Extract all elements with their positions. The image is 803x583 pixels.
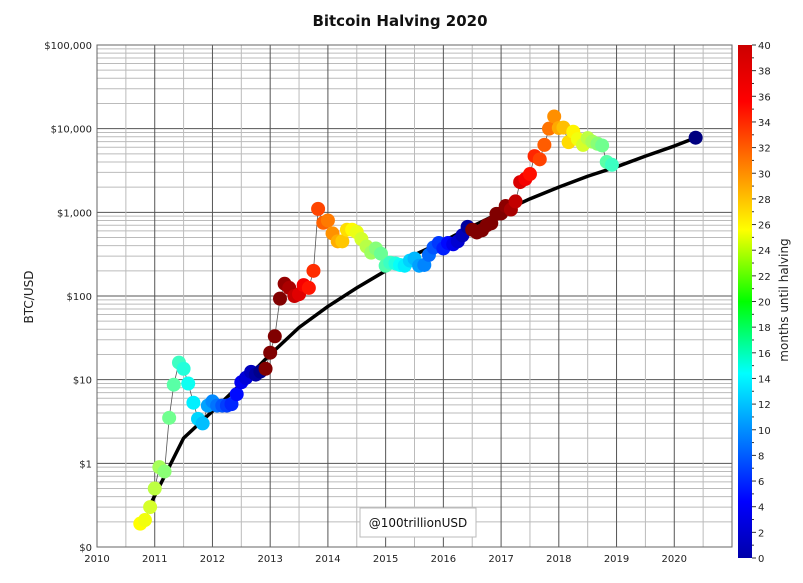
x-tick-label: 2013 [257,554,282,565]
price-point [374,246,389,261]
price-series [133,109,703,531]
x-tick-label: 2019 [604,554,629,565]
price-point [258,361,273,376]
watermark-text: @100trillionUSD [369,516,467,530]
colorbar-tick-label: 6 [758,477,764,488]
price-point [537,137,552,152]
price-point [532,152,547,167]
colorbar-tick-label: 40 [758,41,771,52]
colorbar-tick-label: 10 [758,426,771,437]
price-point [604,157,619,172]
y-tick-label: $10 [73,376,92,387]
price-point [267,329,282,344]
x-tick-label: 2012 [200,554,225,565]
price-point [522,167,537,182]
price-point [195,416,210,431]
x-tick-label: 2020 [662,554,687,565]
x-tick-label: 2014 [315,554,340,565]
price-point [547,109,562,124]
price-connector-line [140,115,613,524]
price-point [301,280,316,295]
axes: $0 $1 $10 $100 $1,000 $10,000 $100,000 2010 2011… [44,41,733,565]
colorbar-tick-label: 36 [758,92,771,103]
colorbar-gradient [738,45,752,558]
colorbar-tick-label: 22 [758,272,771,283]
y-tick-label: $1,000 [57,208,92,219]
price-point [688,130,703,145]
y-tick-label: $10,000 [51,125,92,136]
price-point [263,345,278,360]
colorbar-tick-label: 16 [758,349,771,360]
price-point [229,387,244,402]
colorbar-tick-label: 32 [758,144,771,155]
trend-line [150,135,698,504]
colorbar-tick-label: 14 [758,374,771,385]
x-tick-label: 2016 [431,554,456,565]
price-point [335,234,350,249]
colorbar-tick-label: 4 [758,503,764,514]
colorbar-tick-label: 26 [758,221,771,232]
price-point [306,263,321,278]
price-point [311,201,326,216]
colorbar-tick-label: 38 [758,67,771,78]
y-axis-label: BTC/USD [22,271,36,324]
x-tick-label: 2010 [84,554,109,565]
colorbar-tick-label: 20 [758,298,771,309]
x-tick-label: 2017 [488,554,513,565]
colorbar-tick-label: 28 [758,195,771,206]
y-tick-label: $100,000 [44,41,92,52]
price-point [595,138,610,153]
price-point [181,376,196,391]
price-point [162,410,177,425]
price-point [272,291,287,306]
price-point [508,194,523,209]
watermark-box: @100trillionUSD [359,507,477,538]
colorbar-tick-label: 0 [758,554,764,565]
y-tick-label: $0 [79,543,92,554]
price-point [166,377,181,392]
colorbar-tick-label: 34 [758,118,771,129]
plot-frame [96,44,733,548]
colorbar-tick-label: 12 [758,400,771,411]
price-point [320,213,335,228]
colorbar-tick-label: 18 [758,323,771,334]
price-point [176,361,191,376]
price-point [147,481,162,496]
colorbar-label: months until halving [777,238,791,361]
y-tick-label: $100 [67,292,92,303]
x-tick-label: 2011 [142,554,167,565]
price-point [157,464,172,479]
x-tick-label: 2018 [546,554,571,565]
price-point [186,395,201,410]
price-point [137,513,152,528]
x-tick-label: 2015 [373,554,398,565]
colorbar-tick-label: 2 [758,528,764,539]
colorbar-tick-label: 24 [758,246,771,257]
colorbar-tick-label: 30 [758,169,771,180]
colorbar-tick-label: 8 [758,451,764,462]
y-tick-label: $1 [79,459,92,470]
grid [96,44,733,548]
price-point [143,500,158,515]
chart-title: Bitcoin Halving 2020 [312,12,487,30]
